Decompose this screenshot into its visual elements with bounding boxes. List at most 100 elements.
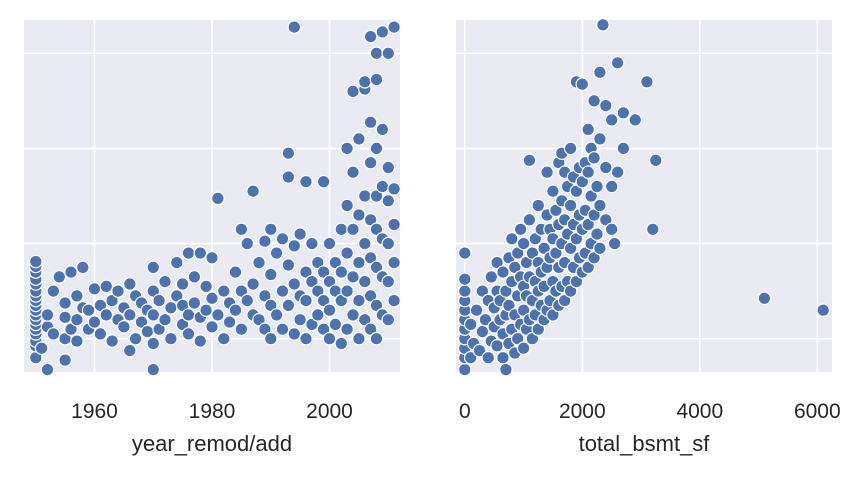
data-point bbox=[531, 198, 546, 213]
data-point bbox=[234, 322, 249, 336]
data-point bbox=[607, 236, 622, 251]
data-point bbox=[352, 293, 366, 308]
data-point bbox=[546, 184, 560, 198]
data-point bbox=[175, 277, 190, 291]
data-point bbox=[299, 293, 313, 308]
data-point bbox=[357, 75, 372, 89]
data-point bbox=[281, 170, 296, 184]
data-point bbox=[369, 46, 384, 61]
data-point bbox=[610, 55, 625, 70]
data-point bbox=[316, 293, 331, 308]
data-point bbox=[587, 94, 601, 108]
data-point bbox=[581, 122, 595, 137]
data-point bbox=[648, 153, 663, 168]
data-point bbox=[346, 270, 360, 284]
data-point bbox=[375, 179, 390, 194]
data-point bbox=[499, 362, 513, 377]
x-axis-label: year_remod/add bbox=[132, 431, 292, 456]
data-point bbox=[146, 336, 161, 351]
data-point bbox=[346, 222, 360, 237]
data-point bbox=[469, 303, 484, 317]
data-point bbox=[363, 155, 378, 170]
data-point bbox=[258, 234, 272, 248]
x-tick-label: 0 bbox=[459, 400, 471, 423]
data-point bbox=[610, 165, 625, 179]
data-point bbox=[340, 322, 354, 336]
data-point bbox=[563, 141, 578, 156]
data-point bbox=[590, 227, 604, 241]
x-tick-labels: 1960 1980 2000 bbox=[71, 400, 353, 423]
data-point bbox=[293, 312, 307, 327]
data-point bbox=[381, 312, 396, 327]
x-tick-label: 4000 bbox=[676, 400, 723, 423]
data-point bbox=[340, 246, 354, 260]
data-point bbox=[346, 84, 360, 99]
data-point bbox=[340, 284, 354, 298]
data-point bbox=[281, 146, 296, 160]
data-point bbox=[281, 298, 296, 313]
data-point bbox=[199, 279, 213, 294]
data-point bbox=[281, 258, 296, 272]
data-point bbox=[299, 174, 313, 189]
data-point bbox=[587, 151, 601, 165]
data-point bbox=[58, 310, 72, 325]
data-point bbox=[363, 250, 378, 265]
data-point bbox=[170, 255, 184, 270]
x-tick-label: 1980 bbox=[189, 400, 236, 423]
data-point bbox=[246, 184, 260, 198]
data-point bbox=[263, 222, 278, 237]
data-point bbox=[472, 343, 487, 358]
data-point bbox=[346, 308, 360, 322]
data-point bbox=[381, 160, 396, 175]
data-point bbox=[246, 277, 260, 291]
data-point bbox=[598, 160, 613, 175]
data-point bbox=[263, 331, 278, 346]
data-point bbox=[522, 213, 537, 227]
data-point bbox=[123, 308, 137, 322]
data-point bbox=[381, 194, 396, 208]
data-point bbox=[269, 308, 284, 322]
data-point bbox=[604, 222, 619, 237]
data-point bbox=[457, 362, 472, 377]
data-point bbox=[540, 165, 554, 179]
data-point bbox=[70, 334, 84, 348]
x-tick-label: 2000 bbox=[306, 400, 353, 423]
data-point bbox=[299, 331, 313, 346]
data-point bbox=[40, 308, 55, 322]
data-point bbox=[352, 255, 366, 270]
data-point bbox=[322, 236, 337, 251]
data-point bbox=[334, 222, 349, 237]
data-point bbox=[158, 312, 172, 327]
data-point bbox=[64, 265, 78, 279]
data-point bbox=[217, 331, 231, 346]
data-point bbox=[40, 362, 55, 377]
data-point bbox=[316, 174, 331, 189]
data-point bbox=[575, 77, 590, 91]
data-point bbox=[563, 198, 578, 213]
data-point bbox=[152, 293, 166, 308]
data-point bbox=[375, 25, 390, 39]
data-point bbox=[593, 65, 607, 80]
data-point bbox=[305, 236, 319, 251]
data-point bbox=[87, 315, 102, 329]
data-point bbox=[346, 165, 360, 179]
data-point bbox=[187, 296, 202, 310]
data-point bbox=[269, 246, 284, 260]
data-point bbox=[117, 319, 131, 334]
data-point bbox=[481, 350, 496, 365]
data-point bbox=[340, 198, 354, 213]
data-point bbox=[28, 254, 43, 269]
data-point bbox=[496, 265, 510, 279]
data-point bbox=[275, 284, 290, 298]
data-point bbox=[604, 179, 619, 194]
data-point bbox=[105, 334, 119, 348]
data-point bbox=[463, 350, 478, 365]
data-point bbox=[81, 303, 96, 317]
data-point bbox=[463, 317, 478, 332]
data-point bbox=[369, 331, 384, 346]
data-point bbox=[357, 236, 372, 251]
data-point bbox=[334, 336, 349, 351]
x-tick-label: 2000 bbox=[559, 400, 606, 423]
data-point bbox=[181, 327, 196, 341]
